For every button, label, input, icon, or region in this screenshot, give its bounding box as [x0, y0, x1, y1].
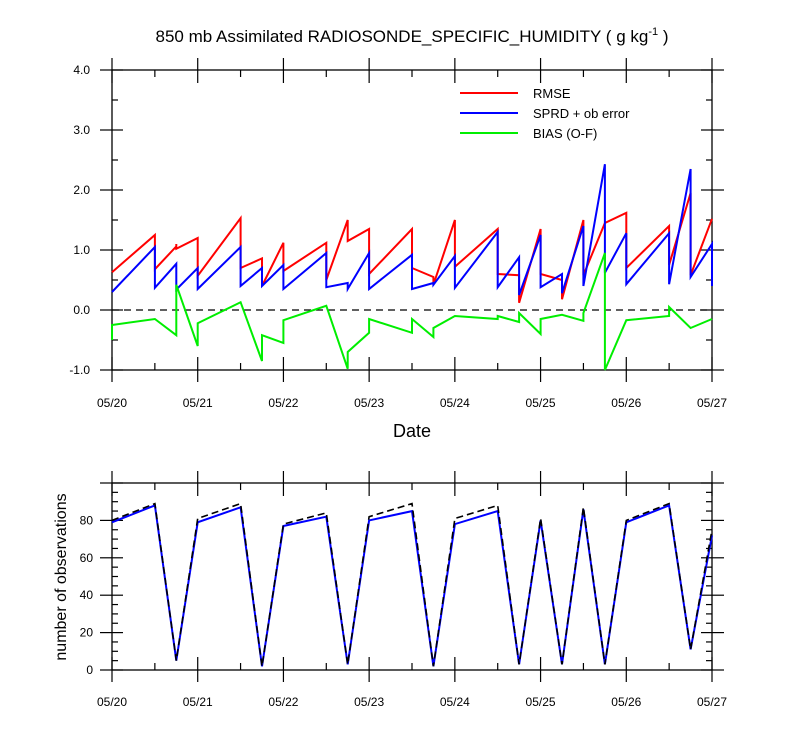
- top-series-sprd-ob-error: [111, 164, 713, 296]
- top-series-bias-o-f: [111, 252, 713, 371]
- bottom-ytick-label: 0: [86, 663, 93, 677]
- top-xtick-label: 05/26: [611, 396, 641, 410]
- top-xtick-label: 05/22: [268, 396, 298, 410]
- top-xtick-label: 05/24: [440, 396, 470, 410]
- top-xtick-label: 05/21: [183, 396, 213, 410]
- bottom-xtick-label: 05/22: [268, 695, 298, 709]
- bottom-series-assimilated: [111, 504, 713, 667]
- top-ytick-label: 2.0: [73, 183, 90, 197]
- top-xtick-label: 05/27: [697, 396, 727, 410]
- bottom-ytick-label: 60: [80, 551, 94, 565]
- y-axis-label-observations: number of observations: [53, 493, 70, 660]
- bottom-xtick-label: 05/25: [526, 695, 556, 709]
- top-ytick-label: 4.0: [73, 63, 90, 77]
- bottom-series-possible: [111, 502, 713, 667]
- top-ytick-label: 0.0: [73, 303, 90, 317]
- bottom-xtick-label: 05/26: [611, 695, 641, 709]
- bottom-panel: 05/20 05/21 05/22 05/23 05/24 05/25 05/26 05/27…: [80, 471, 727, 709]
- top-xtick-label: 05/23: [354, 396, 384, 410]
- bottom-ytick-label: 20: [80, 626, 94, 640]
- legend-rmse-label: RMSE: [533, 86, 571, 101]
- bottom-xtick-label: 05/23: [354, 695, 384, 709]
- x-axis-label: Date: [393, 421, 431, 441]
- bottom-xtick-label: 05/21: [183, 695, 213, 709]
- top-panel: 05/20 05/21 05/22 05/23 05/24 05/25 05/26 05/27…: [69, 58, 727, 410]
- legend: RMSE SPRD + ob error BIAS (O-F): [460, 86, 630, 141]
- top-ytick-label: -1.0: [69, 363, 90, 377]
- title-superscript: -1: [648, 26, 658, 38]
- bottom-xtick-label: 05/24: [440, 695, 470, 709]
- top-xtick-label: 05/20: [97, 396, 127, 410]
- bottom-ytick-label: 40: [80, 588, 94, 602]
- top-series-rmse: [111, 192, 713, 304]
- legend-bias-label: BIAS (O-F): [533, 126, 597, 141]
- title-end: ): [658, 27, 668, 46]
- top-chart-title: 850 mb Assimilated RADIOSONDE_SPECIFIC_H…: [156, 26, 669, 46]
- title-main: 850 mb Assimilated RADIOSONDE_SPECIFIC_H…: [156, 27, 649, 46]
- bottom-xtick-label: 05/20: [97, 695, 127, 709]
- bottom-xtick-label: 05/27: [697, 695, 727, 709]
- top-xtick-label: 05/25: [526, 396, 556, 410]
- top-ytick-label: 1.0: [73, 243, 90, 257]
- legend-sprd-label: SPRD + ob error: [533, 106, 630, 121]
- bottom-ytick-label: 80: [80, 513, 94, 527]
- top-ytick-label: 3.0: [73, 123, 90, 137]
